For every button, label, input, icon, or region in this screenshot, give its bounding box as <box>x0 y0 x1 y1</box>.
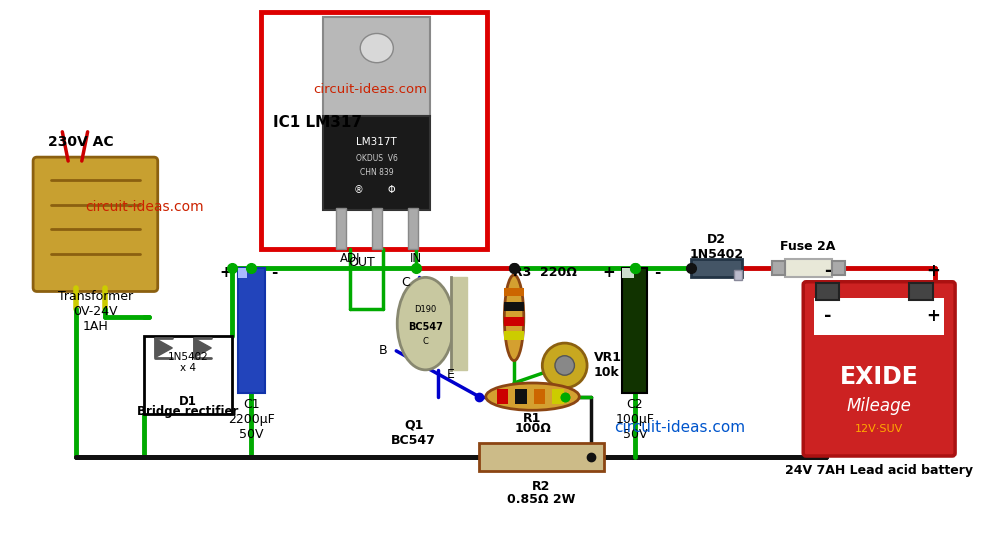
Text: VR1
10k: VR1 10k <box>594 352 621 379</box>
Text: R1: R1 <box>524 411 541 425</box>
Bar <box>552 389 564 404</box>
Text: ADJ: ADJ <box>340 252 361 265</box>
Text: E: E <box>447 368 454 381</box>
Text: 100Ω: 100Ω <box>514 422 551 435</box>
Bar <box>772 261 784 275</box>
Ellipse shape <box>397 277 453 370</box>
Bar <box>504 302 524 311</box>
Bar <box>622 268 647 393</box>
Ellipse shape <box>361 33 393 63</box>
Bar <box>784 259 833 277</box>
Bar <box>534 389 545 404</box>
Bar <box>237 268 247 278</box>
Bar <box>323 17 431 116</box>
Text: circuit-ideas.com: circuit-ideas.com <box>85 200 204 214</box>
Bar <box>909 283 933 300</box>
Text: +: + <box>926 307 940 325</box>
Text: Fuse 2A: Fuse 2A <box>781 240 836 253</box>
Bar <box>504 288 524 296</box>
Bar <box>323 116 431 210</box>
Bar <box>515 389 527 404</box>
Text: -: - <box>271 265 277 281</box>
Bar <box>144 336 232 414</box>
Bar <box>734 270 742 280</box>
Text: BC547: BC547 <box>408 322 443 331</box>
Text: +: + <box>926 262 940 280</box>
Text: -: - <box>654 265 661 281</box>
Text: -: - <box>824 262 831 280</box>
Polygon shape <box>451 277 467 371</box>
Text: D1: D1 <box>179 395 197 408</box>
Bar <box>622 268 634 278</box>
Bar <box>504 317 524 325</box>
Text: Φ: Φ <box>387 185 395 195</box>
Bar <box>237 268 265 393</box>
Text: 0.85Ω 2W: 0.85Ω 2W <box>507 493 576 506</box>
Ellipse shape <box>542 343 587 388</box>
Text: IC1 LM317: IC1 LM317 <box>273 114 362 130</box>
Text: +: + <box>219 265 232 281</box>
Polygon shape <box>155 338 172 358</box>
Bar <box>336 208 346 249</box>
Bar <box>816 283 839 300</box>
Bar <box>814 298 945 335</box>
Text: D190: D190 <box>414 306 437 314</box>
Text: C: C <box>423 337 429 346</box>
Text: 24V 7AH Lead acid battery: 24V 7AH Lead acid battery <box>785 464 973 477</box>
Text: 1N5402
x 4: 1N5402 x 4 <box>168 352 208 373</box>
Text: R3  220Ω: R3 220Ω <box>514 267 577 280</box>
Text: circuit-ideas.com: circuit-ideas.com <box>614 420 745 435</box>
Text: OUT: OUT <box>349 256 375 269</box>
Bar <box>479 444 604 471</box>
Text: Transformer
0V-24V
1AH: Transformer 0V-24V 1AH <box>58 290 133 334</box>
Text: -: - <box>824 307 831 325</box>
Bar <box>692 259 742 277</box>
Text: C2
100μF
50V: C2 100μF 50V <box>616 397 654 440</box>
Bar <box>497 389 508 404</box>
Bar <box>371 208 381 249</box>
Text: B: B <box>378 344 387 358</box>
FancyBboxPatch shape <box>261 12 487 249</box>
Ellipse shape <box>504 275 524 361</box>
Text: Mileage: Mileage <box>847 397 912 415</box>
FancyBboxPatch shape <box>803 282 955 456</box>
Text: Bridge rectifier: Bridge rectifier <box>137 405 238 417</box>
Text: 12V·SUV: 12V·SUV <box>855 424 903 434</box>
Bar <box>504 331 524 340</box>
Text: C: C <box>401 276 410 289</box>
Text: IN: IN <box>410 252 422 265</box>
Text: LM317T: LM317T <box>357 137 397 147</box>
Text: +: + <box>603 265 616 281</box>
FancyBboxPatch shape <box>34 157 158 292</box>
Text: CHN 839: CHN 839 <box>360 168 393 177</box>
Text: circuit-ideas.com: circuit-ideas.com <box>313 83 427 96</box>
Text: D2
1N5402: D2 1N5402 <box>690 233 744 261</box>
Bar <box>833 261 845 275</box>
Text: OKDUS  V6: OKDUS V6 <box>356 154 398 162</box>
Text: C1
2200μF
50V: C1 2200μF 50V <box>228 397 275 440</box>
Text: Q1
BC547: Q1 BC547 <box>391 419 437 447</box>
Ellipse shape <box>555 356 574 375</box>
Text: EXIDE: EXIDE <box>840 365 919 389</box>
Bar <box>408 208 418 249</box>
Ellipse shape <box>486 383 579 410</box>
Text: ®: ® <box>354 185 364 195</box>
Text: R2: R2 <box>533 480 550 493</box>
Text: 230V AC: 230V AC <box>48 135 114 149</box>
Polygon shape <box>194 338 211 358</box>
